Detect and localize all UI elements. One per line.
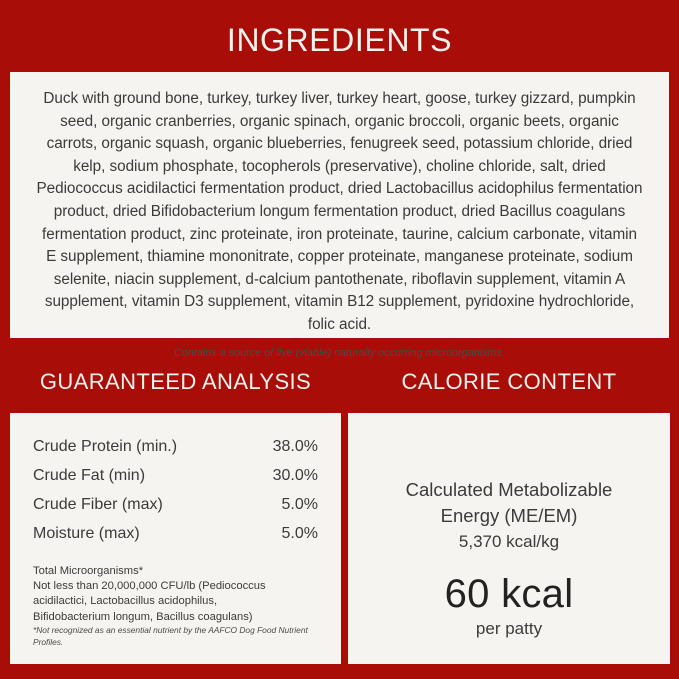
kcal-per-patty-value: 60 kcal xyxy=(444,572,574,616)
analysis-value: 5.0% xyxy=(281,525,318,542)
calorie-content-heading: CALORIE CONTENT xyxy=(401,369,617,394)
guaranteed-analysis-table: Crude Protein (min.) 38.0% Crude Fat (mi… xyxy=(33,432,318,548)
microorganisms-line-2: acidilactici, Lactobacillus acidophilus, xyxy=(33,595,218,608)
ingredients-panel: Duck with ground bone, turkey, turkey li… xyxy=(10,72,669,359)
aafco-footnote: *Not recognized as an essential nutrient… xyxy=(33,625,308,647)
analysis-value: 30.0% xyxy=(272,467,318,484)
table-row: Moisture (max) 5.0% xyxy=(33,519,318,548)
calorie-content-panel: Calculated Metabolizable Energy (ME/EM) … xyxy=(348,413,670,664)
total-microorganisms-block: Total Microorganisms* Not less than 20,0… xyxy=(33,564,318,625)
microorganisms-line-3: Bifidobacterium longum, Bacillus coagula… xyxy=(33,610,253,623)
microorganisms-title: Total Microorganisms* xyxy=(33,565,144,577)
metabolizable-energy-line-2: Energy (ME/EM) xyxy=(440,505,578,526)
analysis-label: Moisture (max) xyxy=(33,525,140,542)
kcal-per-kg-value: 5,370 kcal/kg xyxy=(458,532,560,551)
analysis-value: 38.0% xyxy=(272,438,318,455)
guaranteed-analysis-heading: GUARANTEED ANALYSIS xyxy=(39,369,312,394)
analysis-value: 5.0% xyxy=(281,496,318,513)
analysis-label: Crude Protein (min.) xyxy=(33,438,178,455)
table-row: Crude Fiber (max) 5.0% xyxy=(33,490,318,519)
metabolizable-energy-line-1: Calculated Metabolizable xyxy=(405,479,613,500)
guaranteed-analysis-panel: Crude Protein (min.) 38.0% Crude Fat (mi… xyxy=(10,413,341,664)
analysis-label: Crude Fiber (max) xyxy=(33,496,163,513)
analysis-label: Crude Fat (min) xyxy=(33,467,146,484)
ingredients-title: INGREDIENTS xyxy=(226,22,453,58)
microorganisms-line-1: Not less than 20,000,000 CFU/lb (Pedioco… xyxy=(33,580,266,593)
ingredients-body-text: Duck with ground bone, turkey, turkey li… xyxy=(36,90,643,333)
kcal-per-patty-unit: per patty xyxy=(475,619,543,638)
table-row: Crude Fat (min) 30.0% xyxy=(33,461,318,490)
ingredients-microorganism-note: Contains a source of live (viable) natur… xyxy=(174,346,505,359)
calorie-content-inner: Calculated Metabolizable Energy (ME/EM) … xyxy=(366,477,652,641)
table-row: Crude Protein (min.) 38.0% xyxy=(33,432,318,461)
